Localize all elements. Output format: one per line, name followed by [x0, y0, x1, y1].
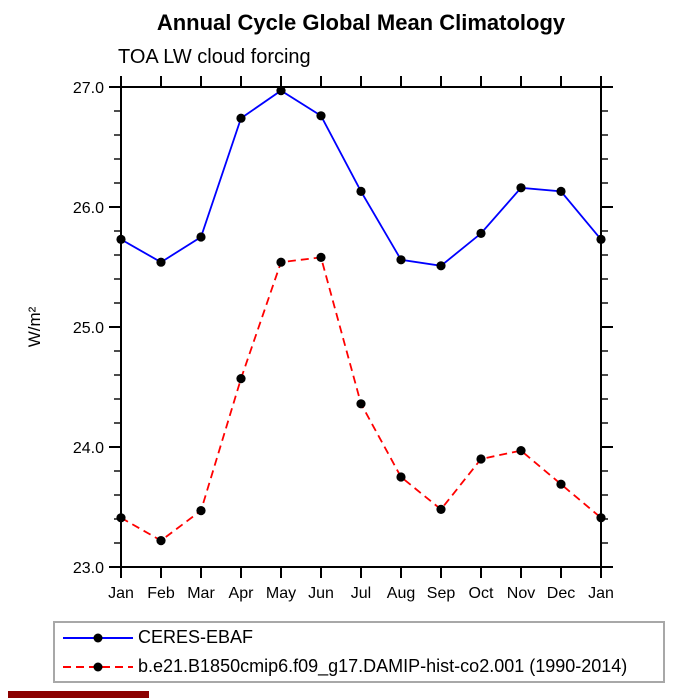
- data-point-marker: [356, 186, 366, 196]
- x-tick-label: Apr: [229, 585, 255, 602]
- y-tick-label: 25.0: [73, 320, 104, 337]
- data-point-marker: [316, 111, 326, 121]
- data-point-marker: [356, 399, 366, 409]
- data-point-marker: [236, 113, 246, 123]
- data-point-marker: [196, 232, 206, 242]
- data-point-marker: [556, 479, 566, 489]
- x-tick-label: May: [266, 585, 296, 602]
- x-tick-label: Feb: [147, 585, 175, 602]
- data-point-marker: [516, 183, 526, 193]
- y-tick-label: 23.0: [73, 560, 104, 577]
- legend-label-model: b.e21.B1850cmip6.f09_g17.DAMIP-hist-co2.…: [138, 656, 628, 676]
- chart-title: Annual Cycle Global Mean Climatology: [156, 10, 566, 35]
- legend-row-model: b.e21.B1850cmip6.f09_g17.DAMIP-hist-co2.…: [61, 654, 663, 680]
- legend-swatch-dashed-line-icon: [63, 662, 133, 671]
- data-point-marker: [116, 234, 126, 244]
- x-tick-label: Sep: [427, 585, 456, 602]
- data-point-marker: [396, 472, 406, 482]
- x-tick-label: Oct: [469, 585, 494, 602]
- x-tick-label: Jan: [108, 585, 134, 602]
- data-point-marker: [436, 261, 446, 271]
- y-tick-label: 26.0: [73, 200, 104, 217]
- legend-marker-dot: [93, 633, 103, 642]
- data-point-marker: [556, 186, 566, 196]
- x-tick-label: Nov: [507, 585, 535, 602]
- data-point-marker: [476, 228, 486, 238]
- x-tick-label: Mar: [187, 585, 215, 602]
- x-tick-label: Dec: [547, 585, 575, 602]
- data-point-marker: [476, 454, 486, 464]
- data-point-marker: [156, 257, 166, 267]
- data-point-marker: [276, 257, 286, 267]
- legend-box: CERES-EBAF b.e21.B1850cmip6.f09_g17.DAMI…: [53, 621, 665, 683]
- chart-subtitle: TOA LW cloud forcing: [118, 46, 311, 68]
- plot-frame: [120, 86, 602, 568]
- data-point-marker: [116, 513, 126, 523]
- data-point-marker: [236, 374, 246, 384]
- x-tick-label: Aug: [387, 585, 415, 602]
- series-line-1: [120, 256, 602, 542]
- y-axis-label: W/m²: [25, 306, 44, 347]
- data-point-marker: [516, 446, 526, 456]
- legend-swatch-solid-line-icon: [63, 633, 133, 642]
- x-tick-label: Jul: [351, 585, 371, 602]
- data-point-marker: [396, 255, 406, 265]
- x-tick-label: Jan: [588, 585, 614, 602]
- y-tick-label: 27.0: [73, 80, 104, 97]
- x-tick-label: Jun: [308, 585, 334, 602]
- data-point-marker: [196, 506, 206, 516]
- legend-row-ceres: CERES-EBAF: [61, 625, 663, 651]
- data-point-marker: [596, 234, 606, 244]
- bottom-left-red-bar: [8, 691, 149, 698]
- legend-label-ceres: CERES-EBAF: [138, 627, 254, 647]
- data-point-marker: [596, 513, 606, 523]
- series-line-0: [120, 89, 602, 267]
- data-point-marker: [316, 252, 326, 262]
- data-point-marker: [436, 504, 446, 514]
- y-tick-label: 24.0: [73, 440, 104, 457]
- data-point-marker: [276, 86, 286, 96]
- legend-marker-dot: [93, 662, 103, 671]
- data-point-marker: [156, 536, 166, 546]
